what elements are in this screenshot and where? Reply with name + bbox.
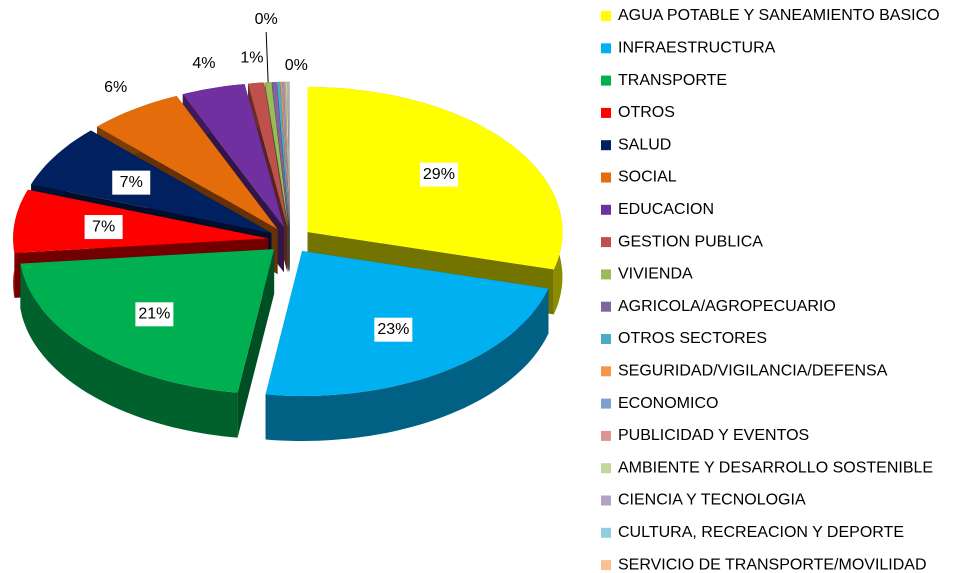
slice [248,82,288,227]
legend-label: CULTURA, RECREACION Y DEPORTE [618,524,904,541]
legend-label: VIVIENDA [618,266,693,283]
legend-swatch [601,107,611,118]
legend-swatch [601,172,611,183]
data-label: 7% [120,174,143,191]
data-label: 0% [285,57,308,74]
data-label: 29% [423,166,455,183]
slice [282,81,290,227]
data-label-box [112,170,151,195]
legend-swatch [601,398,611,409]
legend-label: PUBLICIDAD Y EVENTOS [618,427,809,444]
legend-swatch [601,269,611,280]
slice-radial-wall [237,249,275,438]
legend-swatch [601,75,611,86]
legend-label: AMBIENTE Y DESARROLLO SOSTENIBLE [618,459,933,476]
legend-swatch [601,237,611,248]
slice [31,130,272,233]
legend-label: EDUCACION [618,201,714,218]
legend-swatch [601,11,611,21]
legend-label: GESTION PUBLICA [618,233,763,250]
data-label-box [374,317,413,342]
slice [289,81,290,227]
slice [280,81,290,227]
legend-label: OTROS [618,104,675,121]
legend-label: TRANSPORTE [618,72,727,89]
slice [182,84,284,228]
slice [283,81,290,227]
legend-swatch [601,204,611,215]
legend-swatch [601,495,611,506]
legend-label: SERVICIO DE TRANSPORTE/MOVILIDAD [618,556,927,573]
data-label: 21% [138,306,170,323]
slice [285,81,290,227]
legend-swatch [601,527,611,538]
slice [13,189,269,253]
data-label: 0% [255,11,278,28]
legend-label: SALUD [618,136,671,153]
data-label: 7% [92,218,115,235]
data-label: 23% [377,321,409,338]
legend-label: AGRICOLA/AGROPECUARIO [618,298,836,315]
slice [288,81,290,227]
data-label: 4% [192,55,215,72]
legend-swatch [601,301,611,312]
slice [271,82,289,227]
slice-side [20,263,238,438]
slice-side [265,288,549,441]
legend-label: SOCIAL [618,169,677,186]
data-label-box [84,215,123,240]
slice [277,81,290,227]
legend-swatch [601,463,611,474]
legend-swatch [601,334,611,344]
legend-swatch [601,366,611,377]
slice [287,81,290,227]
data-label-box [419,162,458,187]
legend-swatch [601,43,611,54]
legend-label: OTROS SECTORES [618,330,767,347]
legend-label: ECONOMICO [618,395,718,412]
slice [97,96,278,230]
legend-swatch [601,560,611,571]
legend-label: CIENCIA Y TECNOLOGIA [618,492,806,509]
legend-label: INFRAESTRUCTURA [618,40,776,57]
legend-label: AGUA POTABLE Y SANEAMIENTO BASICO [618,7,940,24]
data-label: 6% [104,79,127,96]
legend-swatch [601,140,611,151]
legend-swatch [601,430,611,441]
data-label-box [135,302,174,327]
data-label: 1% [240,50,263,67]
legend-label: SEGURIDAD/VIGILANCIA/DEFENSA [618,363,888,380]
slice [264,82,289,227]
leader-line [265,31,269,83]
